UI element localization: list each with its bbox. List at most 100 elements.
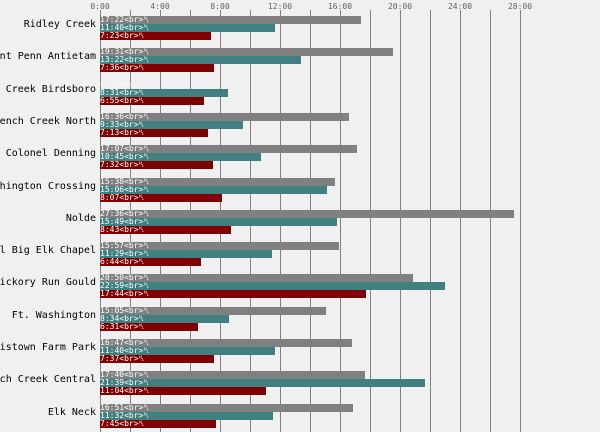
- x-tick-label: 24:00: [447, 2, 473, 11]
- bar-series-3: [100, 32, 211, 40]
- x-tick-label: 20:00: [387, 2, 413, 11]
- category-label: Ft. Washington: [0, 310, 96, 321]
- bar-series-1: [100, 274, 413, 283]
- bar-series-2: [100, 217, 338, 226]
- bar-series-3: [100, 193, 222, 202]
- bar-value-label: 15:06<br>␤: [100, 184, 150, 194]
- bar-series-3: [100, 225, 231, 234]
- bar-value-label: 6:55<br>␤: [100, 95, 145, 105]
- bar-series-1: [100, 371, 365, 380]
- bar-series-3: [100, 355, 215, 363]
- bar-series-1: [100, 403, 353, 412]
- category-label-text: Ft. Washington: [11, 309, 96, 321]
- bar-series-1: [100, 112, 349, 121]
- bar-series-2: [100, 379, 425, 388]
- bar-series-3: [100, 96, 204, 105]
- bar-series-3: [100, 290, 366, 299]
- category-label: nt Penn Antietam: [0, 51, 96, 62]
- gridline: [400, 10, 401, 432]
- x-tick-label: 28:00: [507, 2, 533, 11]
- x-tick-label: 4:00: [150, 2, 170, 11]
- bar-value-label: 11:04<br>␤: [100, 386, 150, 396]
- bar-series-2: [100, 24, 275, 32]
- gridline: [340, 10, 341, 432]
- bar-value-label: 16:51<br>␤: [100, 402, 150, 412]
- bar-value-label: 17:07<br>␤: [100, 144, 150, 154]
- bar-value-label: 8:07<br>␤: [100, 192, 145, 202]
- bar-value-label: 7:45<br>␤: [100, 418, 145, 428]
- bar-value-label: 15:57<br>␤: [100, 241, 150, 251]
- bar-value-label: 7:32<br>␤: [100, 160, 145, 170]
- bar-value-label: 20:50<br>␤: [100, 273, 150, 283]
- bar-value-label: 17:44<br>␤: [100, 289, 150, 299]
- category-label-text: Creek Birdsboro: [5, 83, 96, 95]
- bar-value-label: 8:31<br>␤: [100, 87, 145, 97]
- category-label: Creek Birdsboro: [0, 84, 96, 95]
- category-label: l Big Elk Chapel: [0, 245, 96, 256]
- bar-series-3: [100, 322, 198, 331]
- category-label-text: nt Penn Antietam: [0, 51, 96, 63]
- category-label: istown Farm Park: [0, 342, 96, 353]
- bar-series-3: [100, 258, 201, 267]
- bar-value-label: 15:05<br>␤: [100, 305, 150, 315]
- x-tick-label: 0:00: [90, 2, 110, 11]
- bar-series-3: [100, 387, 266, 396]
- bar-value-label: 10:45<br>␤: [100, 152, 150, 162]
- category-label-text: ch Creek Central: [0, 374, 96, 386]
- bar-value-label: 11:40<br>␤: [100, 346, 150, 355]
- bar-series-1: [100, 339, 352, 347]
- bar-series-3: [100, 64, 214, 73]
- bar-value-label: 7:13<br>␤: [100, 127, 145, 137]
- bar-series-2: [100, 120, 244, 129]
- category-label: Colonel Denning: [0, 148, 96, 159]
- bar-series-2: [100, 347, 275, 355]
- bar-value-label: 21:39<br>␤: [100, 378, 150, 388]
- bar-value-label: 15:38<br>␤: [100, 176, 150, 186]
- category-label-text: hington Crossing: [0, 180, 96, 192]
- bar-value-label: 7:36<br>␤: [100, 63, 145, 73]
- bar-series-2: [100, 250, 273, 259]
- x-tick-label: 8:00: [210, 2, 230, 11]
- gridline: [370, 10, 371, 432]
- bar-value-label: 8:43<br>␤: [100, 224, 145, 234]
- gridline: [460, 10, 461, 432]
- bar-value-label: 13:22<br>␤: [100, 55, 150, 65]
- gridline: [430, 10, 431, 432]
- gridline: [490, 10, 491, 432]
- category-label-text: Nolde: [65, 212, 96, 224]
- x-tick-label: 12:00: [267, 2, 293, 11]
- bar-series-1: [100, 306, 327, 315]
- bar-value-label: 11:32<br>␤: [100, 410, 150, 420]
- bar-value-label: 8:34<br>␤: [100, 313, 145, 323]
- bar-series-1: [100, 48, 393, 57]
- category-label: ch Creek Central: [0, 374, 96, 385]
- bar-series-1: [100, 16, 361, 24]
- bar-value-label: 15:49<br>␤: [100, 216, 150, 226]
- bar-series-2: [100, 282, 445, 291]
- category-label-text: l Big Elk Chapel: [0, 245, 96, 257]
- bar-series-3: [100, 419, 217, 428]
- bar-series-1: [100, 209, 514, 218]
- bar-value-label: 27:36<br>␤: [100, 208, 150, 218]
- bar-value-label: 22:59<br>␤: [100, 281, 150, 291]
- bar-value-label: 16:47<br>␤: [100, 338, 150, 347]
- category-label-text: Ridley Creek: [23, 19, 96, 30]
- bar-series-1: [100, 177, 335, 186]
- bar-value-label: 17:22<br>␤: [100, 15, 150, 24]
- bar-value-label: 11:40<br>␤: [100, 23, 150, 32]
- category-label-text: Colonel Denning: [5, 148, 96, 160]
- bar-value-label: 16:36<br>␤: [100, 111, 150, 121]
- bar-value-label: 17:40<br>␤: [100, 370, 150, 380]
- bar-value-label: 9:33<br>␤: [100, 119, 145, 129]
- bar-series-2: [100, 153, 262, 162]
- category-label: ench Creek North: [0, 116, 96, 127]
- bar-series-2: [100, 314, 229, 323]
- bar-series-2: [100, 185, 327, 194]
- category-label: hington Crossing: [0, 181, 96, 192]
- x-tick-label: 16:00: [327, 2, 353, 11]
- bar-series-3: [100, 161, 213, 170]
- gridline: [520, 10, 521, 432]
- bar-series-1: [100, 242, 340, 251]
- category-label: Elk Neck: [0, 407, 96, 418]
